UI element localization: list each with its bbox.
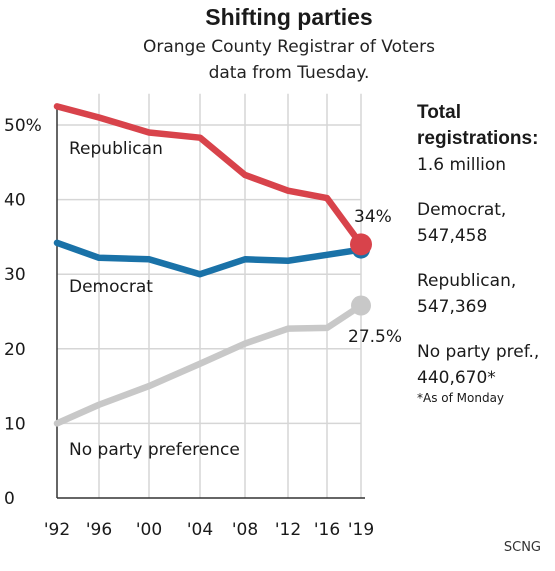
y-tick-label: 40	[4, 191, 26, 211]
chart-subtitle: Orange County Registrar of Voters data f…	[143, 37, 435, 83]
total-value: 1.6 million	[417, 155, 507, 175]
democrat-block: Democrat, 547,458	[417, 197, 555, 249]
x-tick-label: '96	[86, 520, 112, 540]
npp-label: No party pref.,	[417, 342, 540, 362]
chart-title: Shifting parties	[205, 4, 373, 30]
annotation-no-party-value: 27.5%	[348, 327, 402, 347]
panel-heading: Total registrations:	[417, 102, 539, 149]
republican-value: 547,369	[417, 297, 488, 317]
x-tick-label: '04	[187, 520, 213, 540]
republican-end-dot	[350, 233, 372, 256]
democrat-label: Democrat,	[417, 200, 507, 220]
y-tick-label: 0	[4, 489, 15, 509]
y-tick-label: 20	[4, 340, 26, 360]
y-tick-label: 10	[4, 414, 26, 434]
credit: SCNG	[503, 540, 541, 555]
series-line-democrat	[53, 239, 365, 278]
footnote: *As of Monday	[417, 391, 505, 405]
series-label-democrat: Democrat	[69, 277, 153, 297]
x-tick-label: '12	[275, 520, 301, 540]
x-tick-label: '16	[314, 520, 340, 540]
npp-value: 440,670*	[417, 368, 496, 388]
x-tick-label: '92	[44, 520, 70, 540]
x-tick-label: '00	[136, 520, 162, 540]
series-line-republican	[53, 103, 365, 248]
republican-block: Republican, 547,369	[417, 268, 555, 320]
x-tick-label: '19	[348, 520, 374, 540]
democrat-value: 547,458	[417, 226, 488, 246]
annotation-republican-value: 34%	[354, 207, 392, 227]
republican-label: Republican,	[417, 271, 517, 291]
x-tick-label: '08	[232, 520, 258, 540]
y-tick-label: 50%	[4, 116, 42, 136]
series-label-no-party: No party preference	[69, 440, 240, 460]
npp-block: No party pref., 440,670* *As of Monday	[417, 339, 555, 406]
series-label-republican: Republican	[69, 139, 163, 159]
y-tick-label: 30	[4, 265, 26, 285]
no-party-end-dot	[351, 295, 371, 316]
series-line-no-party-preference	[53, 302, 365, 427]
registration-panel: Total registrations: 1.6 million Democra…	[417, 100, 555, 406]
